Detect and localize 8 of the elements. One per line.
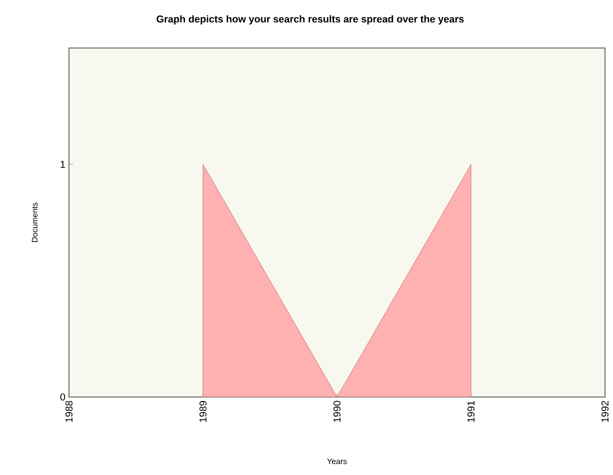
x-tick-label: 1992 [601,401,609,422]
y-tick-label: 0 [60,393,66,401]
x-tick-label: 1989 [199,400,207,422]
chart-title: Graph depicts how your search results are spread over the years [156,15,464,24]
x-tick-label: 1990 [333,400,341,422]
x-tick-label: 1991 [467,401,475,422]
y-tick-label: 1 [60,160,65,168]
x-tick-label: 1988 [65,400,73,422]
